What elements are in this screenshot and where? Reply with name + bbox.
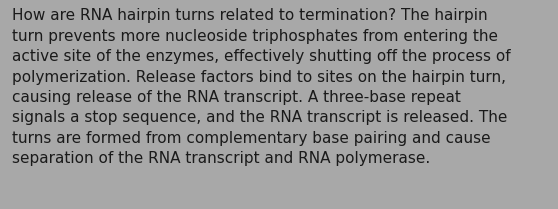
Text: How are RNA hairpin turns related to termination? The hairpin
turn prevents more: How are RNA hairpin turns related to ter… <box>12 8 511 166</box>
